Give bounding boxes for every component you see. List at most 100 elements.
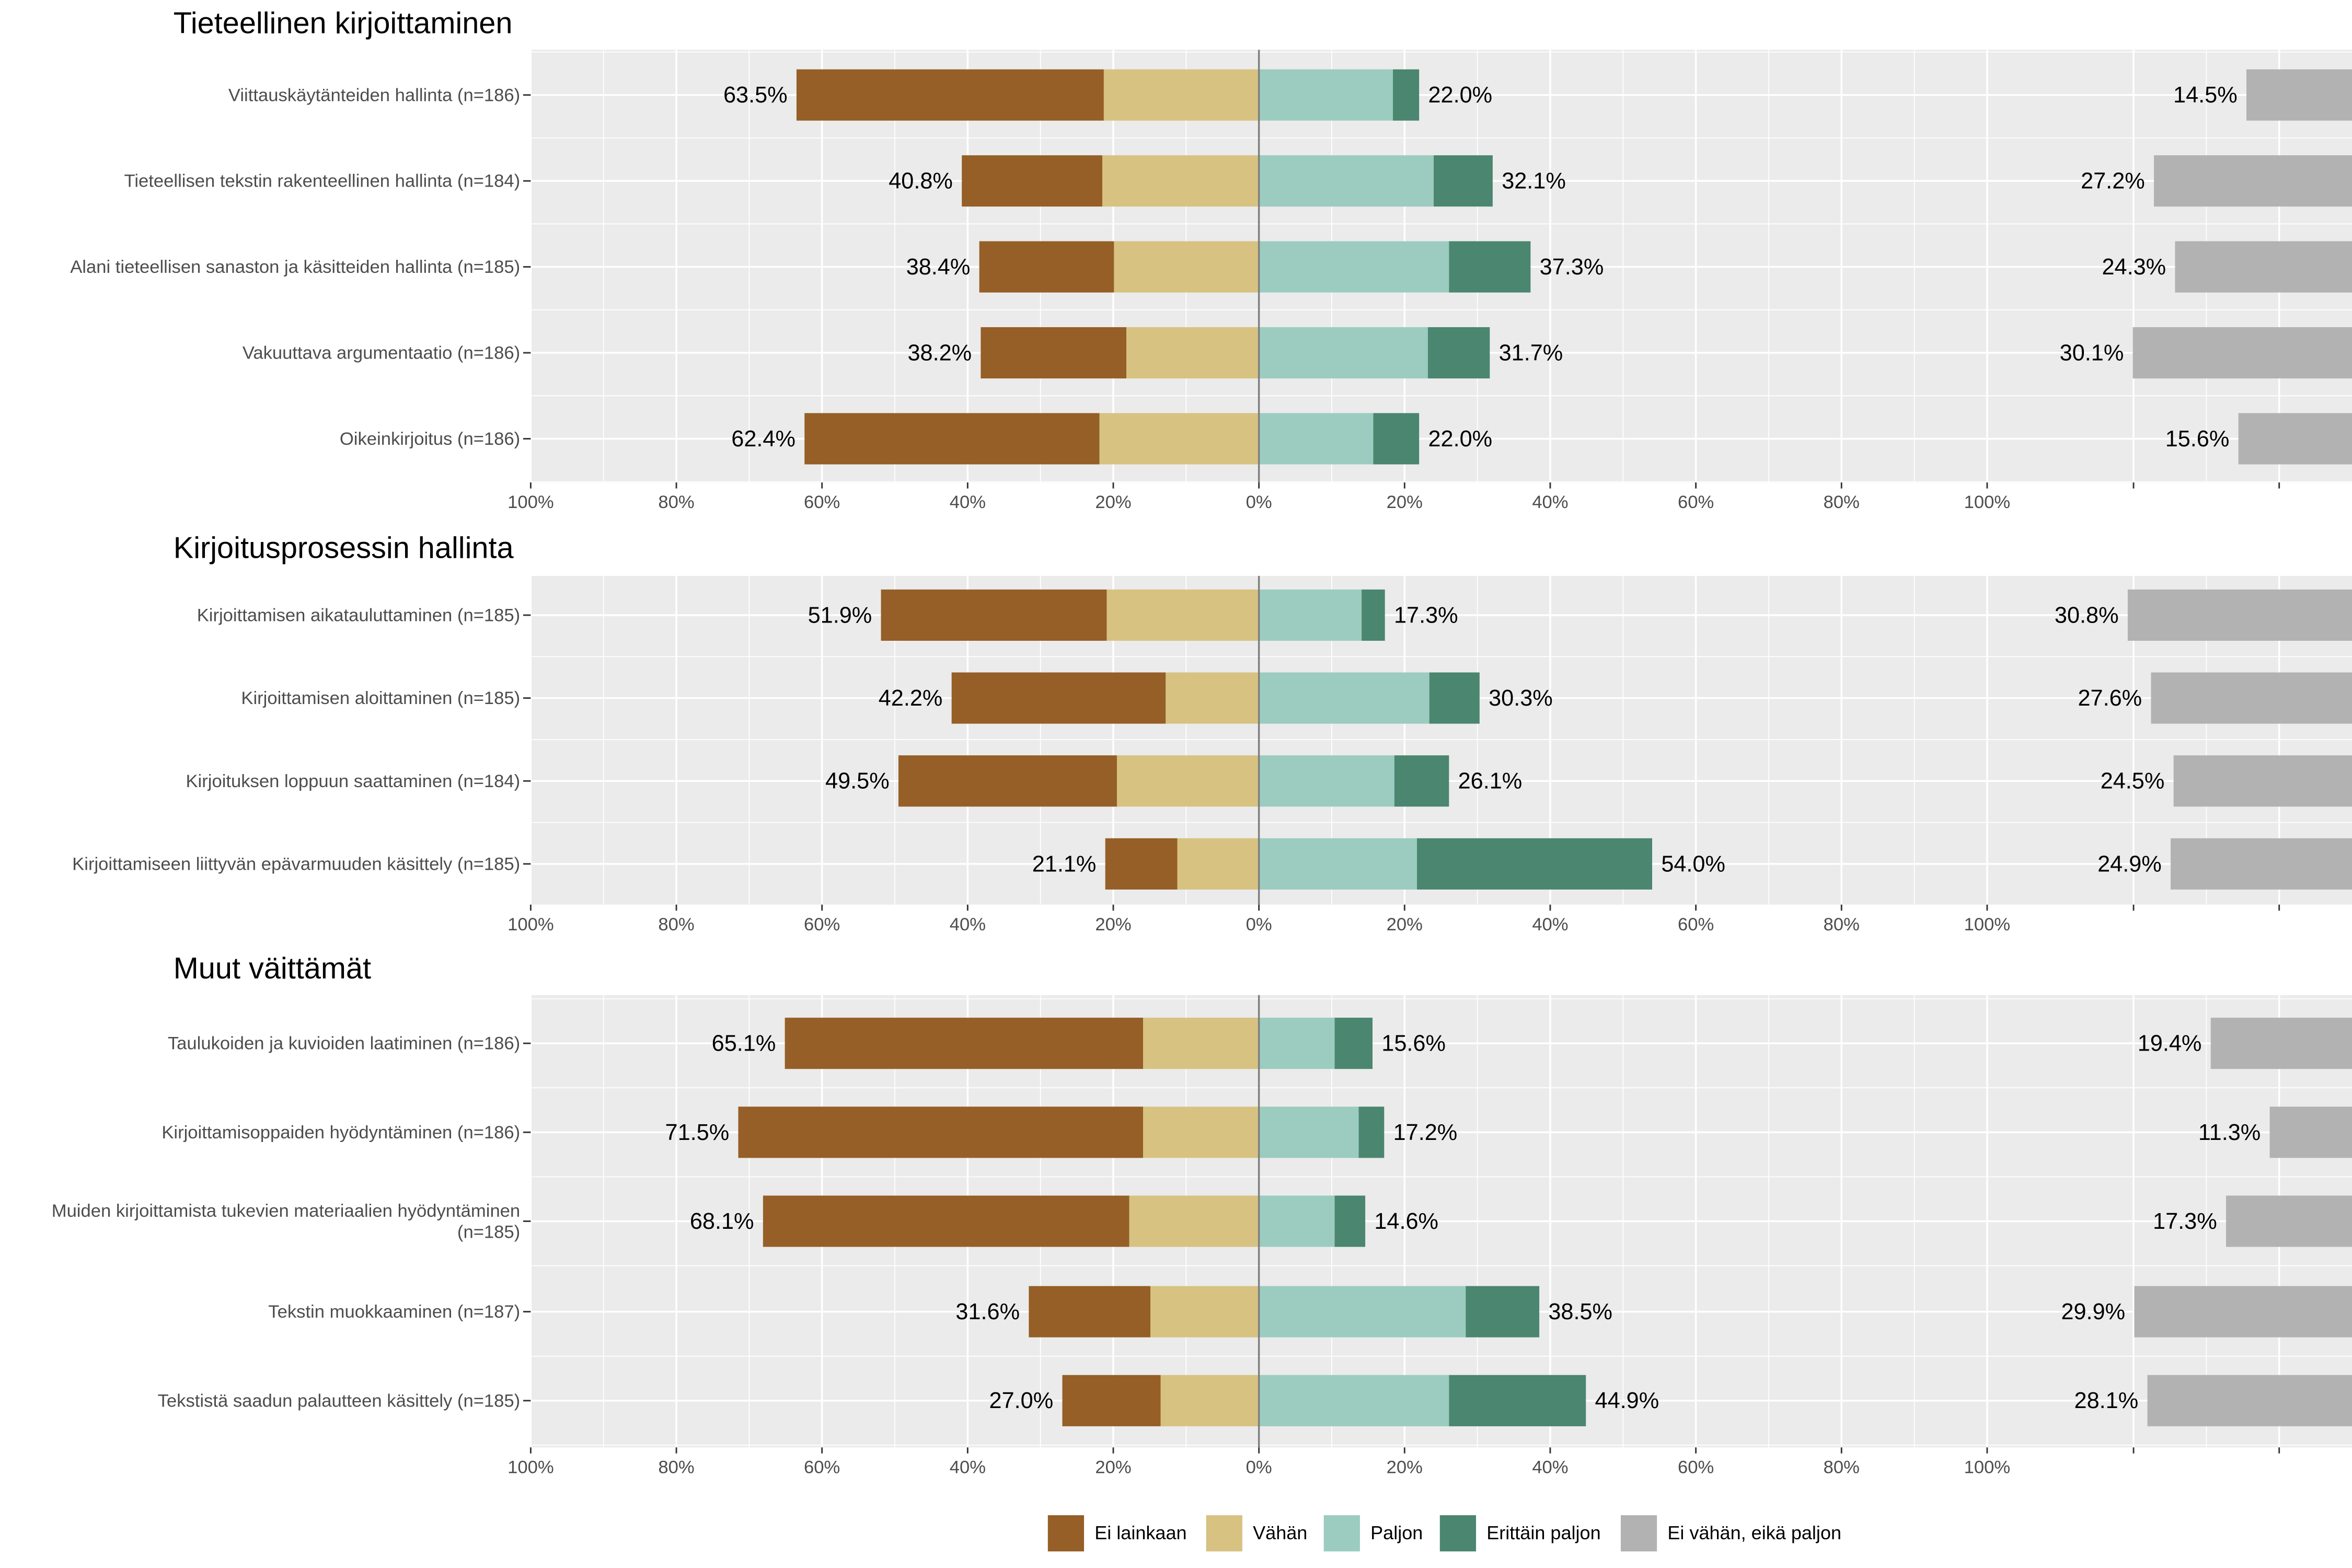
data-label-neutral: 30.8% (2055, 603, 2119, 628)
data-row: 63.5% 22.0% 14.5% Viittauskäytänteiden hall… (228, 69, 2352, 121)
bar-neutral (2132, 327, 2352, 379)
data-label-low: 51.9% (808, 603, 872, 628)
x-tick-label: 80% (658, 492, 694, 512)
data-label-neutral: 29.9% (2061, 1299, 2125, 1324)
y-tick-label: Tieteellisen tekstin rakenteellinen hall… (124, 171, 520, 191)
x-tick-label: 80% (1824, 1457, 1860, 1477)
bar-vahan (1106, 589, 1259, 641)
data-row: 71.5% 17.2% 11.3% Kirjoittamisoppaiden hyöd… (162, 1106, 2352, 1158)
x-tick-label: 20% (1095, 915, 1131, 935)
x-tick-label: 60% (1678, 1457, 1714, 1477)
bar-erittain-paljon (1334, 1195, 1366, 1247)
bar-neutral (2173, 755, 2352, 807)
y-tick-label: Viittauskäytänteiden hallinta (n=186) (228, 85, 520, 105)
x-tick-label: 60% (804, 1457, 840, 1477)
bar-vahan (1177, 838, 1259, 890)
bar-neutral (2246, 69, 2352, 121)
bar-vahan (1116, 755, 1259, 807)
data-label-neutral: 28.1% (2074, 1388, 2139, 1413)
data-label-low: 21.1% (1032, 851, 1097, 877)
y-tick-label: Kirjoittamisen aikatauluttaminen (n=185) (197, 605, 521, 625)
data-row: 49.5% 26.1% 24.5% Kirjoituksen loppuun saat… (186, 755, 2352, 807)
bar-ei-lainkaan (979, 241, 1114, 293)
bar-erittain-paljon (1449, 241, 1531, 293)
data-label-low: 71.5% (665, 1120, 730, 1145)
y-tick-label: Tekstistä saadun palautteen käsittely (n… (158, 1391, 521, 1411)
x-tick-label: 20% (1387, 1457, 1423, 1477)
bar-erittain-paljon (1362, 589, 1385, 641)
bar-vahan (1102, 155, 1259, 207)
legend-label: Vähän (1253, 1522, 1307, 1543)
data-label-low: 63.5% (723, 83, 788, 108)
y-tick-label: Muiden kirjoittamista tukevien materiaal… (52, 1201, 520, 1221)
bar-neutral (2127, 589, 2352, 641)
bar-ei-lainkaan (738, 1106, 1144, 1158)
bar-erittain-paljon (1466, 1286, 1540, 1338)
bar-erittain-paljon (1429, 672, 1480, 724)
bar-neutral (2269, 1106, 2352, 1158)
data-row: 31.6% 38.5% 29.9% Tekstin muokkaaminen (n=1… (268, 1286, 2352, 1338)
bar-ei-lainkaan (1029, 1286, 1151, 1338)
bar-vahan (1143, 1018, 1259, 1069)
data-row: 38.2% 31.7% 30.1% Vakuuttava argumentaatio … (243, 327, 2352, 379)
bar-paljon (1259, 155, 1434, 207)
bar-paljon (1259, 1375, 1449, 1426)
x-tick-label: 60% (1678, 492, 1714, 512)
bar-neutral (2171, 838, 2352, 890)
x-tick-label: 0% (1246, 1457, 1272, 1477)
bar-vahan (1099, 413, 1259, 465)
data-label-neutral: 17.3% (2153, 1209, 2217, 1234)
bar-erittain-paljon (1449, 1375, 1586, 1426)
x-tick-label: 40% (1532, 492, 1568, 512)
bar-erittain-paljon (1373, 413, 1420, 465)
y-tick-label: Tekstin muokkaaminen (n=187) (268, 1302, 520, 1322)
bar-vahan (1103, 69, 1259, 121)
data-label-low: 62.4% (731, 426, 795, 452)
x-tick-label: 40% (950, 915, 986, 935)
data-row: 62.4% 22.0% 15.6% Oikeinkirjoitus (n=186) (340, 413, 2352, 465)
legend-item: Erittäin paljon (1439, 1515, 1601, 1552)
bar-erittain-paljon (1334, 1018, 1373, 1069)
data-label-high: 44.9% (1595, 1388, 1659, 1413)
bar-erittain-paljon (1393, 69, 1420, 121)
x-tick-label: 40% (1532, 915, 1568, 935)
legend-swatch (1620, 1515, 1657, 1552)
y-tick-label: Taulukoiden ja kuvioiden laatiminen (n=1… (168, 1034, 520, 1054)
data-label-low: 38.4% (906, 255, 971, 280)
x-tick-label: 60% (804, 492, 840, 512)
x-tick-label: 80% (1824, 492, 1860, 512)
bar-erittain-paljon (1358, 1106, 1385, 1158)
data-label-high: 26.1% (1458, 769, 1523, 794)
data-label-neutral: 27.6% (2078, 686, 2142, 711)
legend-swatch (1323, 1515, 1360, 1552)
bar-paljon (1259, 1018, 1335, 1069)
bar-neutral (2134, 1286, 2352, 1338)
legend-label: Ei vähän, eikä paljon (1667, 1522, 1841, 1543)
data-label-high: 37.3% (1540, 255, 1604, 280)
x-tick-label: 60% (804, 915, 840, 935)
data-label-high: 54.0% (1661, 851, 1725, 877)
bar-paljon (1259, 672, 1429, 724)
x-tick-label: 100% (508, 915, 554, 935)
y-tick-label: Kirjoittamisoppaiden hyödyntäminen (n=18… (162, 1123, 520, 1143)
y-tick-label: (n=185) (457, 1222, 520, 1242)
bar-erittain-paljon (1394, 755, 1449, 807)
data-row: 21.1% 54.0% 24.9% Kirjoittamiseen liittyvän… (72, 838, 2352, 890)
bar-vahan (1114, 241, 1259, 293)
data-label-high: 31.7% (1499, 340, 1563, 365)
y-tick-label: Kirjoituksen loppuun saattaminen (n=184) (186, 771, 520, 791)
bar-vahan (1166, 672, 1259, 724)
bar-ei-lainkaan (785, 1018, 1144, 1069)
bar-paljon (1259, 838, 1417, 890)
x-tick-label: 40% (950, 492, 986, 512)
bar-paljon (1259, 69, 1393, 121)
bar-ei-lainkaan (981, 327, 1127, 379)
y-tick-label: Oikeinkirjoitus (n=186) (340, 429, 520, 449)
data-label-high: 17.3% (1394, 603, 1458, 628)
legend-item: Ei lainkaan (1047, 1515, 1187, 1552)
x-tick-label: 0% (1246, 492, 1272, 512)
x-tick-label: 80% (658, 915, 694, 935)
bar-neutral (2238, 413, 2352, 465)
data-label-high: 30.3% (1489, 686, 1553, 711)
legend-item: Ei vähän, eikä paljon (1620, 1515, 1841, 1552)
